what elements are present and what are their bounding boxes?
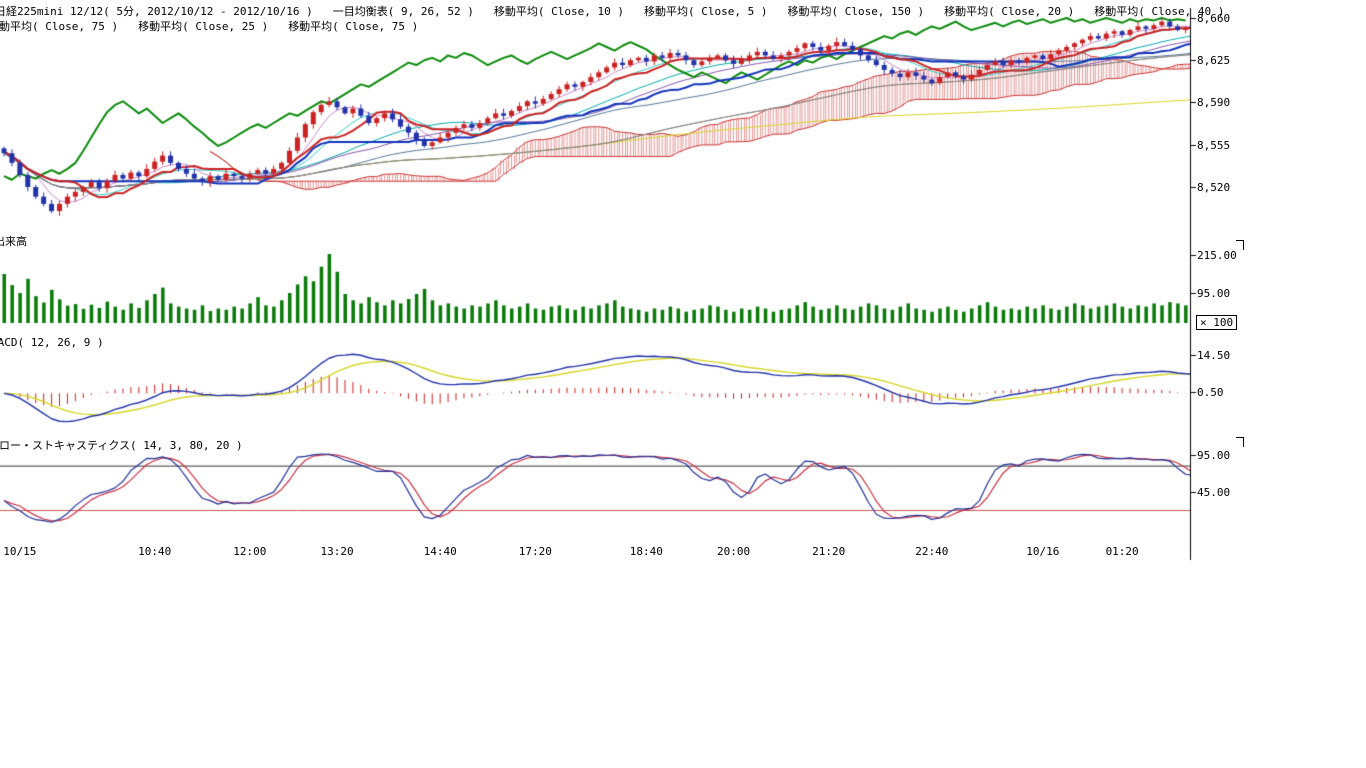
- volume-panel-scale-handle[interactable]: [1236, 240, 1244, 250]
- legend-item: 日経225mini 12/12( 5分, 2012/10/12 - 2012/1…: [0, 3, 313, 19]
- legend-row-2: 移動平均( Close, 75 ) 移動平均( Close, 25 ) 移動平均( …: [0, 18, 418, 34]
- time-axis-label: 18:40: [630, 545, 663, 558]
- legend-item: 移動平均( Close, 20 ): [944, 3, 1074, 19]
- stochastics-panel-scale-handle[interactable]: [1236, 437, 1244, 447]
- time-axis-label: 20:00: [717, 545, 750, 558]
- chart-canvas[interactable]: [0, 0, 1366, 768]
- legend-item: 移動平均( Close, 150 ): [787, 3, 924, 19]
- stoch-axis-label: 45.00: [1197, 486, 1230, 499]
- volume-axis-label: 215.00: [1197, 249, 1237, 262]
- price-axis-label: 8,555: [1197, 139, 1230, 152]
- time-axis-label: 12:00: [233, 545, 266, 558]
- legend-item: 移動平均( Close, 75 ): [288, 18, 418, 34]
- volume-axis-label: 95.00: [1197, 287, 1230, 300]
- volume-unit-badge: × 100: [1196, 315, 1237, 330]
- legend-row-1: 日経225mini 12/12( 5分, 2012/10/12 - 2012/1…: [0, 3, 1224, 19]
- time-axis-label: 10/15: [3, 545, 36, 558]
- time-axis-label: 21:20: [812, 545, 845, 558]
- legend-item: 移動平均( Close, 25 ): [138, 18, 268, 34]
- legend-item: 移動平均( Close, 10 ): [494, 3, 624, 19]
- legend-item: 移動平均( Close, 5 ): [644, 3, 767, 19]
- time-axis-label: 13:20: [320, 545, 353, 558]
- time-axis-label: 22:40: [915, 545, 948, 558]
- price-axis-label: 8,520: [1197, 181, 1230, 194]
- price-axis-label: 8,590: [1197, 96, 1230, 109]
- time-axis-label: 10:40: [138, 545, 171, 558]
- stochastics-panel-label: スロー・ストキャスティクス( 14, 3, 80, 20 ): [0, 437, 243, 453]
- chart-application-window: 日経225mini 12/12( 5分, 2012/10/12 - 2012/1…: [0, 0, 1366, 768]
- time-axis-label: 17:20: [519, 545, 552, 558]
- legend-item: 一目均衡表( 9, 26, 52 ): [333, 3, 474, 19]
- stoch-axis-label: 95.00: [1197, 449, 1230, 462]
- time-axis-label: 10/16: [1026, 545, 1059, 558]
- price-axis-label: 8,625: [1197, 54, 1230, 67]
- time-axis-label: 14:40: [424, 545, 457, 558]
- time-axis-label: 01:20: [1106, 545, 1139, 558]
- macd-axis-label: 14.50: [1197, 349, 1230, 362]
- volume-panel-label: 出来高: [0, 233, 27, 249]
- macd-axis-label: 0.50: [1197, 386, 1224, 399]
- price-axis-label: 8,660: [1197, 12, 1230, 25]
- legend-item: 移動平均( Close, 75 ): [0, 18, 118, 34]
- macd-panel-label: MACD( 12, 26, 9 ): [0, 336, 104, 349]
